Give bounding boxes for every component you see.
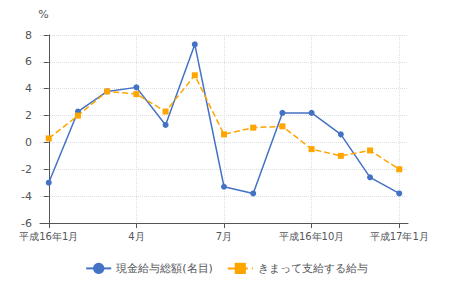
svg-text:現金給与総額(名目): 現金給与総額(名目) [116, 262, 213, 275]
svg-text:平成17年1月: 平成17年1月 [370, 231, 429, 242]
svg-text:-6: -6 [21, 217, 32, 230]
svg-text:平成16年1月: 平成16年1月 [19, 231, 78, 242]
svg-text:きまって支給する給与: きまって支給する給与 [258, 262, 368, 275]
svg-text:2: 2 [25, 109, 32, 122]
svg-text:4月: 4月 [128, 231, 144, 242]
svg-text:平成16年10月: 平成16年10月 [279, 231, 344, 242]
svg-text:-2: -2 [21, 163, 32, 176]
svg-text:%: % [38, 8, 48, 21]
svg-text:-4: -4 [21, 190, 32, 203]
svg-text:6: 6 [25, 55, 32, 68]
svg-text:7月: 7月 [216, 231, 232, 242]
svg-text:8: 8 [25, 29, 32, 42]
svg-text:4: 4 [25, 82, 32, 95]
svg-text:0: 0 [25, 136, 32, 149]
